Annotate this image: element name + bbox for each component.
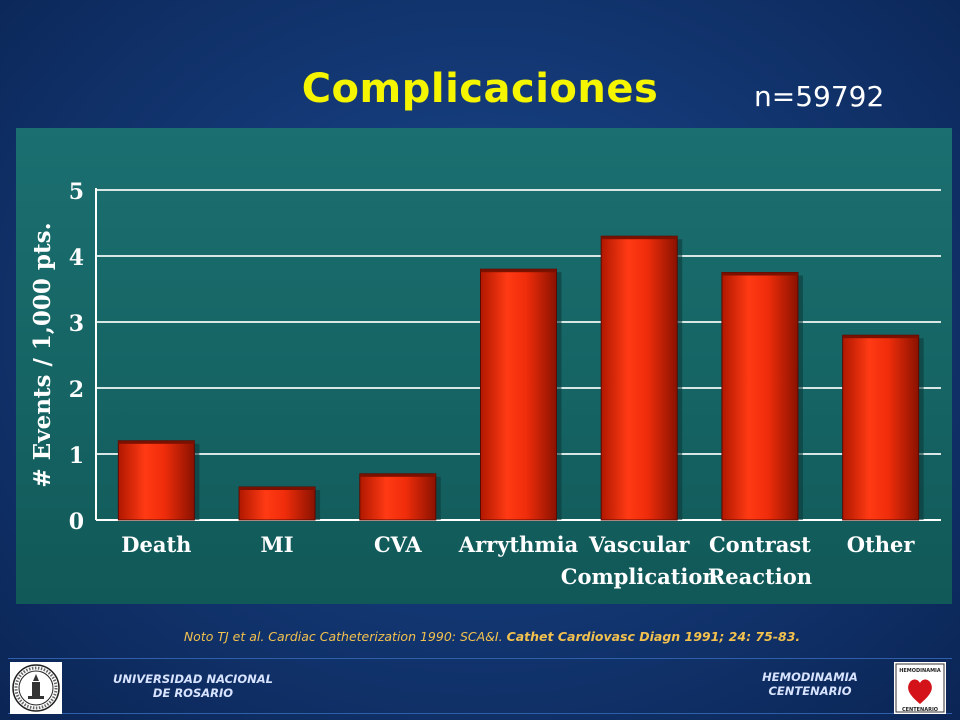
bar: [842, 334, 920, 521]
bar: [600, 235, 678, 521]
hemodinamia-logo: HEMODINAMIA CENTENARIO: [894, 662, 946, 714]
bar: [117, 440, 195, 521]
x-tick-label: Arrythmia: [458, 532, 579, 557]
citation-journal: Cathet Cardiovasc Diagn 1991; 24: 75-83.: [506, 629, 801, 644]
bar-chart: 0 1 2 3 4 5 # Events / 1,000 pts. Death MI CVA Arr…: [29, 179, 941, 589]
y-axis-label: # Events / 1,000 pts.: [29, 222, 56, 487]
x-tick-label: MI: [261, 532, 294, 557]
y-tick-label: 5: [69, 179, 84, 205]
bar-top: [721, 272, 798, 276]
y-tick-label: 0: [69, 509, 84, 535]
slide-title: Complicaciones: [301, 66, 659, 112]
bar: [238, 486, 316, 521]
y-tick-label: 3: [69, 311, 84, 337]
bar: [721, 272, 799, 521]
department-name-line2: CENTENARIO: [768, 684, 852, 698]
sample-size-label: n=59792: [754, 80, 885, 113]
chart-panel: 0 1 2 3 4 5 # Events / 1,000 pts. Death MI CVA Arr…: [16, 128, 952, 604]
bar-top: [842, 335, 919, 339]
university-name-line1: UNIVERSIDAD NACIONAL: [113, 672, 273, 686]
bar-top: [480, 269, 557, 273]
citation: Noto TJ et al. Cardiac Catheterization 1…: [0, 629, 960, 644]
x-tick-sublabel: Reaction: [708, 564, 812, 589]
university-name-line2: DE ROSARIO: [152, 686, 234, 700]
x-tick-sublabel: Complication: [561, 564, 718, 589]
logo-top-text: HEMODINAMIA: [899, 668, 941, 674]
university-seal-logo: [10, 662, 62, 714]
y-tick-label: 4: [69, 245, 84, 271]
x-tick-label: Death: [121, 532, 191, 557]
bar-top: [239, 487, 316, 490]
x-tick-label: Other: [847, 532, 916, 557]
x-tick-label: Contrast: [709, 532, 811, 557]
bar-top: [359, 473, 436, 477]
university-name: UNIVERSIDAD NACIONAL DE ROSARIO: [98, 672, 288, 700]
x-tick-label: CVA: [374, 532, 422, 557]
y-tick-label: 1: [69, 443, 84, 469]
y-tick-label: 2: [69, 377, 84, 403]
logo-bottom-text: CENTENARIO: [902, 707, 938, 713]
x-tick-label: Vascular: [588, 532, 690, 557]
bar: [480, 268, 557, 521]
seal-icon: [12, 664, 60, 712]
bar: [359, 473, 437, 521]
heart-icon: [908, 679, 932, 704]
bar-top: [601, 236, 678, 240]
citation-text: Noto TJ et al. Cardiac Catheterization 1…: [183, 629, 507, 644]
department-name: HEMODINAMIA CENTENARIO: [740, 670, 880, 698]
footer-bar: [8, 658, 952, 714]
department-name-line1: HEMODINAMIA: [762, 670, 858, 684]
bar-top: [118, 440, 195, 444]
